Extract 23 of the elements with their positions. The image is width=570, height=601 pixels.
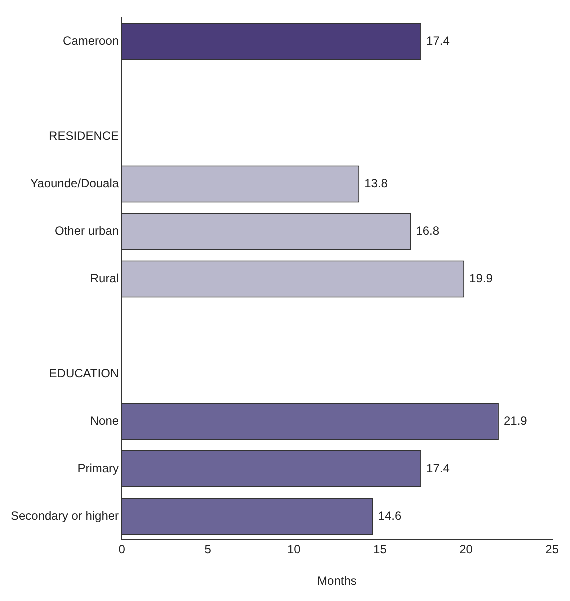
y-tick-label: Yaounde/Douala [30, 176, 120, 191]
data-label: 13.8 [364, 176, 388, 191]
data-label: 16.8 [416, 224, 440, 238]
y-tick-label: RESIDENCE [49, 129, 120, 144]
y-tick-label: Primary [78, 461, 120, 476]
data-label: 19.9 [470, 272, 494, 286]
data-label: 17.4 [426, 34, 450, 48]
y-tick-label: None [90, 414, 120, 428]
data-label: 14.6 [378, 508, 402, 523]
x-tick-label: 20 [460, 542, 474, 557]
y-tick-label: Other urban [55, 224, 120, 238]
x-axis-title: Months [318, 574, 357, 588]
y-tick-label: Rural [90, 272, 120, 286]
x-tick-label: 5 [204, 542, 212, 557]
y-tick-label: Cameroon [63, 34, 120, 48]
x-tick-label: 25 [546, 542, 560, 557]
data-label: 21.9 [504, 414, 528, 428]
x-tick-label: 15 [374, 542, 388, 557]
y-tick-label: EDUCATION [49, 366, 120, 380]
x-tick-label: 10 [287, 542, 302, 557]
data-label: 17.4 [426, 461, 450, 476]
y-tick-label: Secondary or higher [10, 508, 120, 523]
x-tick-label: 0 [118, 542, 126, 557]
